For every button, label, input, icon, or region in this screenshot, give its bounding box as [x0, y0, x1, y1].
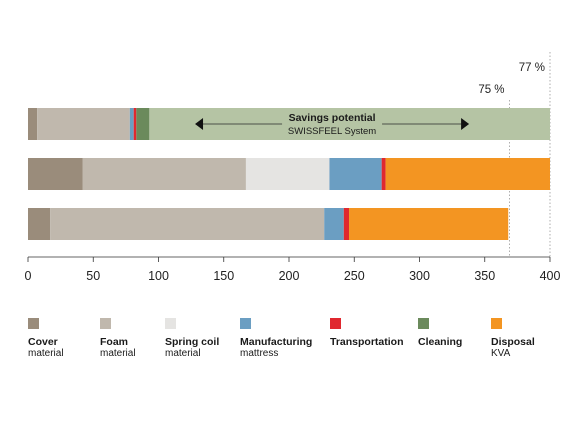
legend-label: Foam: [100, 336, 129, 348]
annotation-title: Savings potential: [289, 112, 376, 124]
legend-swatch: [165, 318, 176, 329]
stacked-bar-chart: 75 % 77 % Savings potential SWISSFEEL Syste…: [25, 52, 561, 283]
bar-segment: [28, 108, 38, 140]
legend-swatch: [100, 318, 111, 329]
arrow-right-icon: [461, 118, 470, 130]
annotation-subtitle: SWISSFEEL System: [288, 126, 376, 137]
x-tick-label: 50: [86, 269, 100, 283]
x-tick-label: 200: [279, 269, 300, 283]
legend-swatch: [330, 318, 341, 329]
bar-segment: [50, 208, 325, 240]
x-tick-label: 0: [25, 269, 32, 283]
x-tick-label: 150: [213, 269, 234, 283]
bar-segment: [133, 108, 137, 140]
legend-sublabel: mattress: [240, 348, 279, 359]
legend-label: Transportation: [330, 336, 404, 348]
bar-segment: [82, 158, 246, 190]
bar-segment: [329, 158, 382, 190]
bar-segment: [28, 208, 51, 240]
bar-segment: [385, 158, 550, 190]
legend-label: Manufacturing: [240, 336, 313, 348]
bar-segment: [28, 158, 83, 190]
legend-item: Manufacturing mattress: [240, 318, 312, 360]
bar-segment: [349, 208, 509, 240]
x-tick-label: 250: [344, 269, 365, 283]
x-tick-label: 300: [409, 269, 430, 283]
legend-item: Transportation: [330, 318, 404, 348]
legend-item: Cleaning: [418, 318, 462, 348]
legend-sublabel: material: [100, 348, 136, 359]
legend-label: Cleaning: [418, 336, 463, 348]
legend-sublabel: KVA: [491, 348, 511, 359]
legend-item: Cover material: [28, 318, 64, 360]
reference-label: 77 %: [519, 62, 545, 74]
legend-label: Disposal: [491, 336, 535, 348]
x-tick-label: 350: [474, 269, 495, 283]
legend-label: Spring coil: [165, 336, 220, 348]
legend-item: Foam material: [100, 318, 136, 360]
bar-segment: [381, 158, 386, 190]
annotation-background: [282, 109, 383, 137]
legend-swatch: [240, 318, 251, 329]
bar-segment: [343, 208, 350, 240]
legend-label: Cover: [28, 336, 58, 348]
bar-segment: [37, 108, 130, 140]
x-tick-label: 100: [148, 269, 169, 283]
legend-swatch: [491, 318, 502, 329]
legend-swatch: [28, 318, 39, 329]
bar-segment: [245, 158, 330, 190]
legend-item: Disposal KVA: [491, 318, 535, 360]
legend-swatch: [418, 318, 429, 329]
legend-sublabel: material: [165, 348, 201, 359]
bar-segment: [129, 108, 134, 140]
arrow-left-icon: [195, 118, 204, 130]
reference-label: 75 %: [478, 84, 504, 96]
legend-item: Spring coil material: [165, 318, 219, 360]
x-tick-label: 400: [540, 269, 561, 283]
legend-sublabel: material: [28, 348, 64, 359]
bar-segment: [324, 208, 344, 240]
legend: Cover material Foam material Spring coil mate…: [28, 318, 573, 368]
bar-segment: [136, 108, 150, 140]
